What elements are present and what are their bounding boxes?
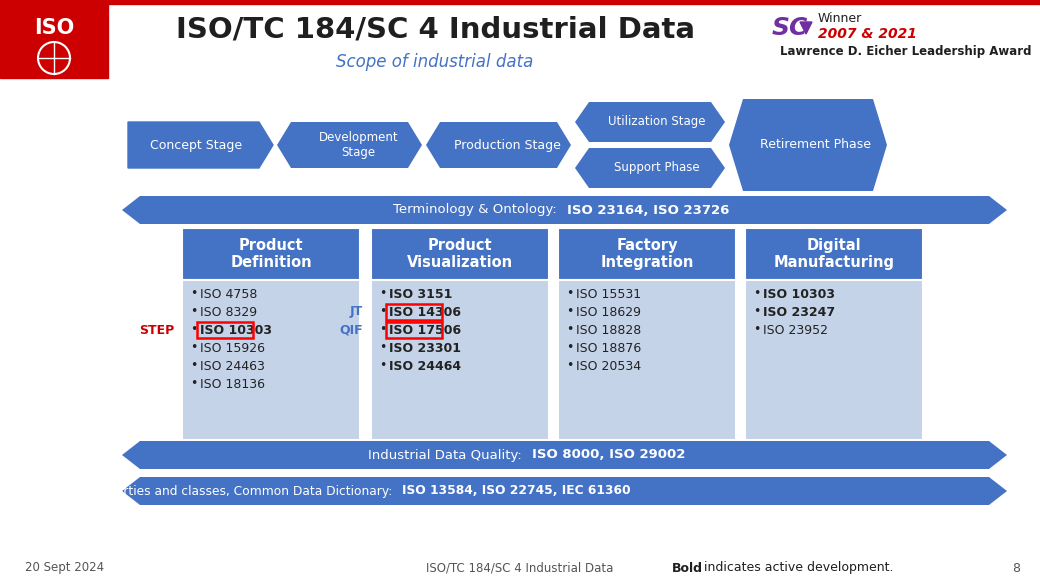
Polygon shape (128, 122, 272, 168)
Text: Utilization Stage: Utilization Stage (608, 116, 706, 128)
Bar (558, 228, 736, 280)
Text: ISO 10303: ISO 10303 (200, 324, 272, 336)
Text: ISO 13584, ISO 22745, IEC 61360: ISO 13584, ISO 22745, IEC 61360 (402, 485, 630, 498)
Text: •: • (190, 342, 198, 354)
Text: ISO 10303: ISO 10303 (763, 287, 835, 301)
Bar (0, 0, 108, 78)
Text: ISO 4758: ISO 4758 (200, 287, 257, 301)
Text: ISO/TC 184/SC 4 Industrial Data: ISO/TC 184/SC 4 Industrial Data (426, 561, 614, 575)
Text: ISO 17506: ISO 17506 (389, 324, 461, 336)
Text: ISO 15531: ISO 15531 (576, 287, 641, 301)
Text: •: • (566, 324, 573, 336)
Text: ISO 23952: ISO 23952 (763, 324, 828, 336)
Polygon shape (122, 477, 1007, 505)
Text: SC: SC (772, 16, 808, 40)
Text: 8: 8 (1012, 561, 1020, 575)
Bar (371, 280, 549, 440)
Text: ISO 24464: ISO 24464 (389, 360, 461, 373)
Text: •: • (566, 360, 573, 373)
Text: •: • (379, 287, 387, 301)
Text: •: • (379, 360, 387, 373)
Bar (371, 228, 549, 280)
Text: ISO 14306: ISO 14306 (389, 305, 461, 318)
Polygon shape (575, 148, 725, 188)
Text: •: • (566, 342, 573, 354)
Polygon shape (122, 441, 1007, 469)
Text: Development
Stage: Development Stage (318, 131, 398, 159)
Text: Digital
Manufacturing: Digital Manufacturing (774, 238, 894, 270)
Bar (0, 0, 1040, 4)
Polygon shape (122, 196, 1007, 224)
Text: indicates active development.: indicates active development. (700, 561, 893, 575)
Text: Product Properties and classes, Common Data Dictionary:: Product Properties and classes, Common D… (38, 485, 400, 498)
Text: JT: JT (349, 305, 363, 318)
Text: Scope of industrial data: Scope of industrial data (336, 53, 534, 71)
Bar (182, 280, 360, 440)
Bar (182, 228, 360, 280)
Text: Concept Stage: Concept Stage (151, 138, 242, 151)
Text: ISO/TC 184/SC 4 Industrial Data: ISO/TC 184/SC 4 Industrial Data (176, 16, 695, 44)
Text: •: • (190, 305, 198, 318)
Text: Lawrence D. Eicher Leadership Award: Lawrence D. Eicher Leadership Award (780, 46, 1032, 58)
Text: •: • (566, 305, 573, 318)
Polygon shape (575, 102, 725, 142)
Text: 20 Sept 2024: 20 Sept 2024 (25, 561, 104, 575)
Bar (745, 228, 924, 280)
Text: ISO 18876: ISO 18876 (576, 342, 642, 354)
Text: •: • (190, 324, 198, 336)
Text: ISO 23164, ISO 23726: ISO 23164, ISO 23726 (567, 203, 729, 217)
Text: •: • (379, 305, 387, 318)
Text: Industrial Data Quality:: Industrial Data Quality: (368, 449, 530, 461)
Text: ISO 23247: ISO 23247 (763, 305, 835, 318)
Text: Terminology & Ontology:: Terminology & Ontology: (393, 203, 565, 217)
Polygon shape (426, 122, 571, 168)
Text: Production Stage: Production Stage (454, 138, 561, 151)
Text: ISO 24463: ISO 24463 (200, 360, 265, 373)
Text: Winner: Winner (818, 12, 862, 25)
Text: •: • (379, 342, 387, 354)
Text: •: • (753, 305, 760, 318)
Text: ISO 20534: ISO 20534 (576, 360, 641, 373)
Text: ISO 8329: ISO 8329 (200, 305, 257, 318)
Text: ISO 8000, ISO 29002: ISO 8000, ISO 29002 (532, 449, 685, 461)
Text: ISO 3151: ISO 3151 (389, 287, 452, 301)
Text: ISO 23301: ISO 23301 (389, 342, 461, 354)
Text: Factory
Integration: Factory Integration (600, 238, 694, 270)
Text: Product
Definition: Product Definition (230, 238, 312, 270)
Polygon shape (729, 99, 887, 191)
Text: QIF: QIF (339, 324, 363, 336)
Text: •: • (379, 324, 387, 336)
Text: Product
Visualization: Product Visualization (407, 238, 513, 270)
Text: •: • (753, 324, 760, 336)
Text: ISO 18828: ISO 18828 (576, 324, 642, 336)
Text: ISO 18629: ISO 18629 (576, 305, 641, 318)
Text: •: • (753, 287, 760, 301)
Text: 2007 & 2021: 2007 & 2021 (818, 27, 917, 41)
Text: ISO 18136: ISO 18136 (200, 377, 265, 391)
Text: ISO 15926: ISO 15926 (200, 342, 265, 354)
Text: •: • (190, 377, 198, 391)
Text: •: • (190, 287, 198, 301)
Text: •: • (566, 287, 573, 301)
Polygon shape (800, 22, 812, 34)
Text: ISO: ISO (34, 18, 74, 38)
Polygon shape (277, 122, 422, 168)
Text: Retirement Phase: Retirement Phase (759, 138, 870, 151)
Text: STEP: STEP (138, 324, 174, 336)
Bar (558, 280, 736, 440)
Text: •: • (190, 360, 198, 373)
Text: Support Phase: Support Phase (615, 162, 700, 175)
Bar (745, 280, 924, 440)
Text: Bold: Bold (672, 561, 703, 575)
